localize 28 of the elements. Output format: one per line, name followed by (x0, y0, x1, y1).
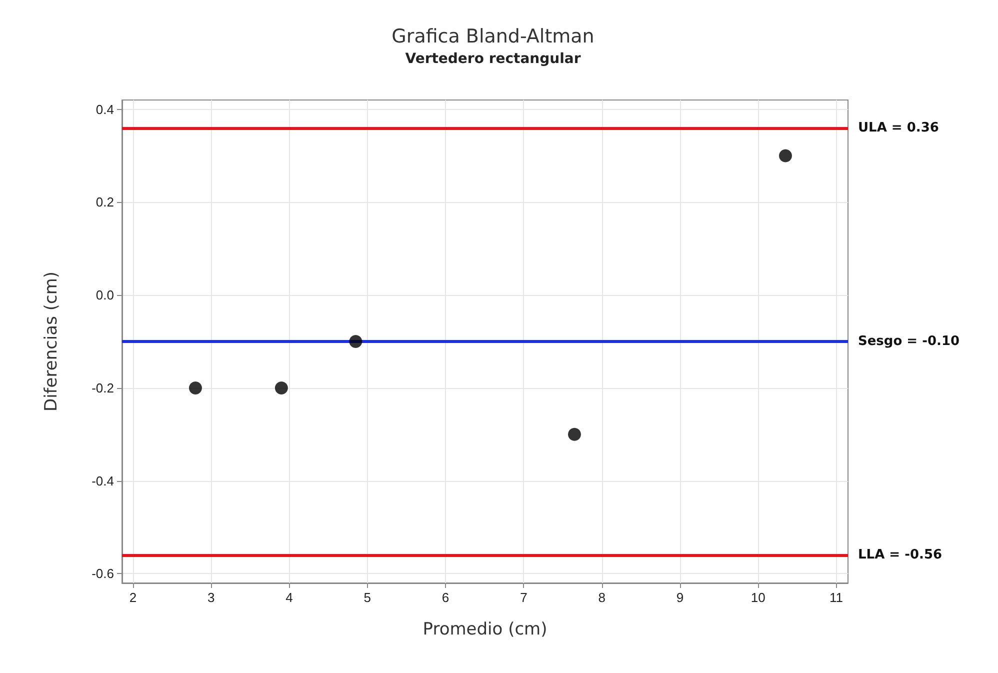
x-tick-label: 10 (750, 590, 766, 605)
y-tick-label: -0.4 (92, 473, 114, 488)
x-tick-label: 3 (207, 590, 215, 605)
point (349, 335, 362, 348)
x-tick-label: 9 (676, 590, 684, 605)
x-tick-label: 2 (129, 590, 137, 605)
y-tick-label: 0.4 (96, 102, 114, 117)
x-tick-label: 4 (286, 590, 293, 605)
ref-line-label: Sesgo = -0.10 (858, 334, 960, 349)
ref-line-label: ULA = 0.36 (858, 120, 939, 136)
point (568, 428, 581, 441)
x-tick-label: 5 (364, 590, 372, 605)
point (274, 381, 288, 394)
y-tick-label: 0.0 (96, 288, 114, 303)
point (778, 149, 792, 162)
x-tick-label: 7 (520, 590, 528, 605)
chart-title: Grafica Bland-Altman (392, 26, 594, 48)
ref-line-label: LLA = -0.56 (858, 548, 942, 563)
y-tick-label: -0.6 (92, 566, 114, 582)
y-axis-title: Diferencias (cm) (42, 271, 62, 412)
x-axis-title: Promedio (cm) (422, 620, 548, 640)
x-tick-label: 8 (598, 590, 606, 605)
x-tick-label: 11 (830, 590, 844, 605)
x-tick-label: 6 (442, 590, 450, 605)
y-tick-label: -0.2 (92, 380, 114, 396)
chart-subtitle: Vertedero rectangular (405, 51, 581, 67)
point (188, 381, 202, 394)
y-tick-label: 0.2 (96, 194, 114, 210)
